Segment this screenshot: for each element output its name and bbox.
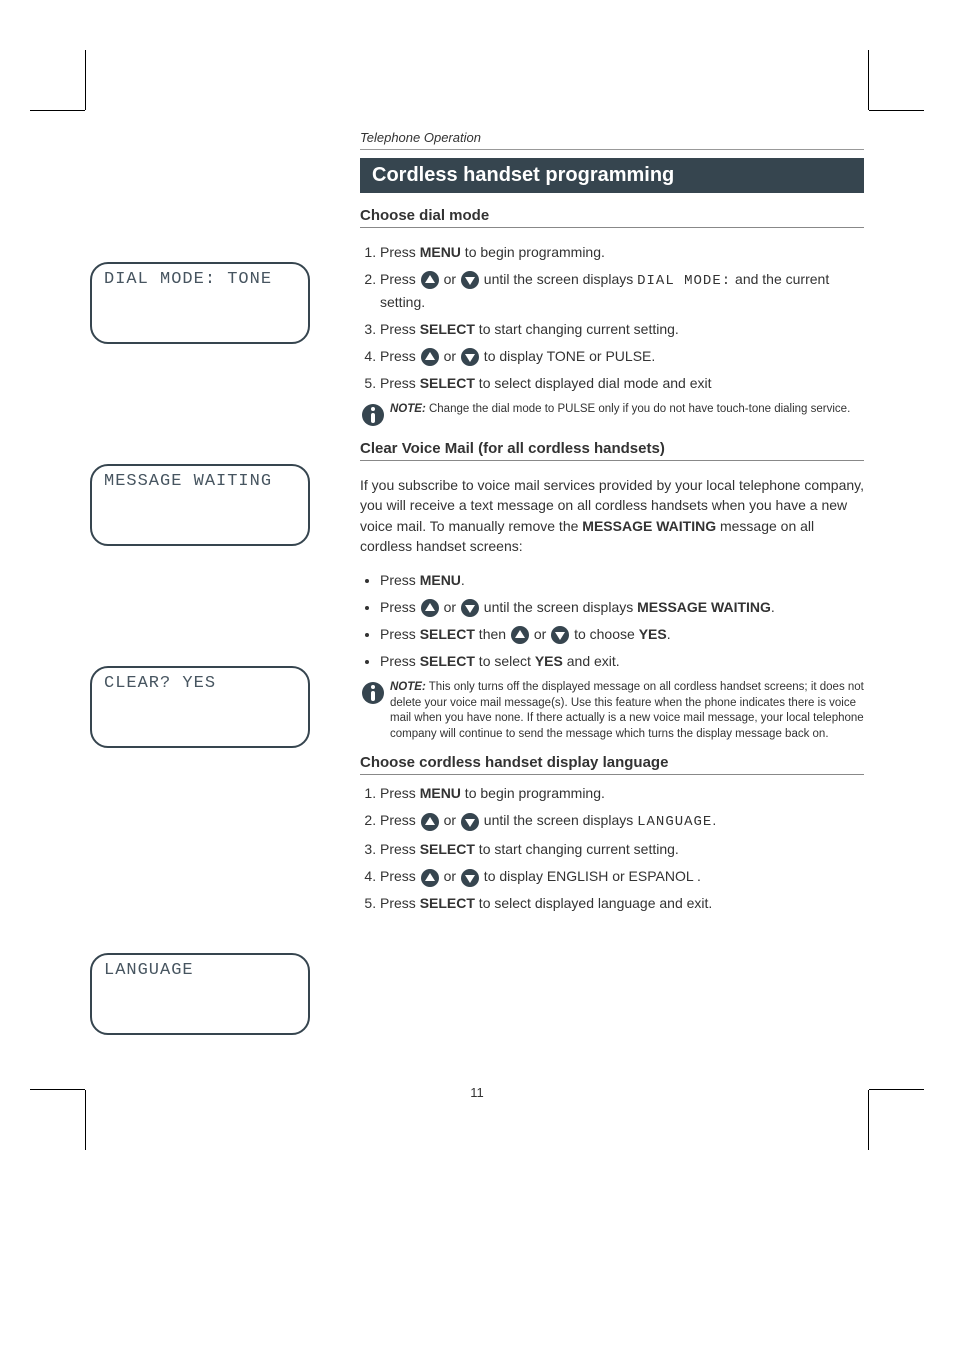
step: Press SELECT to select displayed languag…	[380, 893, 864, 914]
crop-mark	[869, 1089, 924, 1090]
arrow-down-icon	[461, 869, 479, 887]
page-number: 11	[90, 1085, 864, 1100]
lcd-text: DIAL MODE: TONE	[104, 270, 272, 289]
arrow-up-icon	[511, 626, 529, 644]
section-heading-dial-mode: Choose dial mode	[360, 207, 864, 228]
header-row: Telephone Operation Cordless handset pro…	[90, 130, 864, 236]
lcd-text: MESSAGE WAITING	[104, 472, 272, 491]
lcd-language: LANGUAGE	[90, 953, 310, 1035]
lcd-message-waiting: MESSAGE WAITING	[90, 464, 310, 546]
note-dial-mode: NOTE: Change the dial mode to PULSE only…	[360, 402, 864, 428]
step: Press MENU to begin programming.	[380, 242, 864, 263]
page-title: Cordless handset programming	[360, 158, 864, 193]
crop-mark	[869, 110, 924, 111]
arrow-up-icon	[421, 813, 439, 831]
step: Press or until the screen displays DIAL …	[380, 269, 864, 313]
bullet: Press MENU.	[380, 570, 864, 591]
section-dial-mode: DIAL MODE: TONE MESSAGE WAITING CLEAR? Y…	[90, 236, 864, 1065]
arrow-down-icon	[551, 626, 569, 644]
step: Press or to display TONE or PULSE.	[380, 346, 864, 367]
arrow-down-icon	[461, 813, 479, 831]
voicemail-intro: If you subscribe to voice mail services …	[360, 475, 864, 556]
bullet: Press SELECT then or to choose YES.	[380, 624, 864, 645]
page-container: Telephone Operation Cordless handset pro…	[0, 0, 954, 1140]
step: Press MENU to begin programming.	[380, 783, 864, 804]
arrow-up-icon	[421, 348, 439, 366]
lcd-clear-yes: CLEAR? YES	[90, 666, 310, 748]
step: Press or to display ENGLISH or ESPANOL .	[380, 866, 864, 887]
info-icon	[360, 680, 386, 706]
lcd-dial-mode: DIAL MODE: TONE	[90, 262, 310, 344]
crop-mark	[868, 1090, 869, 1150]
crop-mark	[85, 1090, 86, 1150]
arrow-up-icon	[421, 869, 439, 887]
bullet: Press or until the screen displays MESSA…	[380, 597, 864, 618]
arrow-down-icon	[461, 271, 479, 289]
step: Press SELECT to start changing current s…	[380, 319, 864, 340]
crop-mark	[868, 50, 869, 110]
arrow-down-icon	[461, 599, 479, 617]
bullet: Press SELECT to select YES and exit.	[380, 651, 864, 672]
note-text: NOTE: This only turns off the displayed …	[390, 680, 864, 742]
note-voicemail: NOTE: This only turns off the displayed …	[360, 680, 864, 742]
lcd-text: CLEAR? YES	[104, 674, 216, 693]
step: Press SELECT to select displayed dial mo…	[380, 373, 864, 394]
arrow-down-icon	[461, 348, 479, 366]
dial-mode-steps: Press MENU to begin programming. Press o…	[360, 242, 864, 394]
arrow-up-icon	[421, 271, 439, 289]
note-text: NOTE: Change the dial mode to PULSE only…	[390, 402, 864, 418]
crop-mark	[30, 110, 85, 111]
arrow-up-icon	[421, 599, 439, 617]
step: Press or until the screen displays LANGU…	[380, 810, 864, 833]
info-icon	[360, 402, 386, 428]
section-heading-language: Choose cordless handset display language	[360, 754, 864, 775]
section-heading-voicemail: Clear Voice Mail (for all cordless hands…	[360, 440, 864, 461]
step: Press SELECT to start changing current s…	[380, 839, 864, 860]
crop-mark	[85, 50, 86, 110]
language-steps: Press MENU to begin programming. Press o…	[360, 783, 864, 914]
voicemail-bullets: Press MENU. Press or until the screen di…	[360, 570, 864, 672]
operation-label: Telephone Operation	[360, 130, 864, 150]
crop-mark	[30, 1089, 85, 1090]
lcd-text: LANGUAGE	[104, 961, 194, 980]
